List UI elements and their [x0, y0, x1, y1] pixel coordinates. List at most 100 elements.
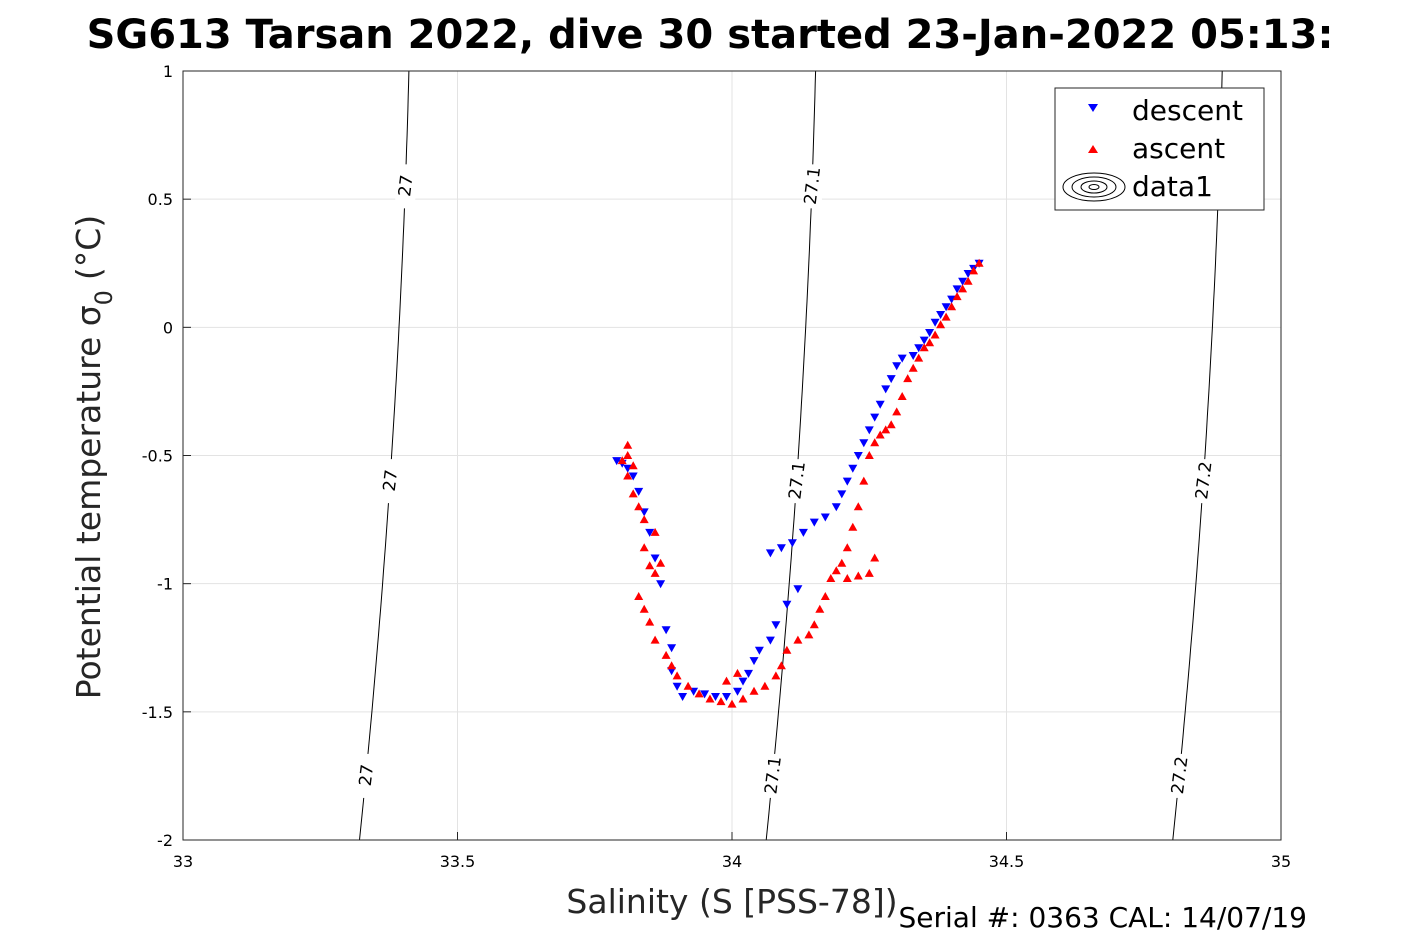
x-tick-label: 34.5	[989, 852, 1025, 871]
descent-point	[925, 329, 935, 337]
legend-box	[1054, 87, 1265, 211]
ascent-point	[930, 330, 940, 339]
ascent-point	[623, 451, 633, 459]
descent-point	[886, 375, 896, 384]
ascent-point	[958, 284, 968, 293]
ascent-point	[870, 438, 880, 447]
x-axis-label: Salinity (S [PSS-78])	[566, 882, 897, 921]
ascent-point	[870, 553, 880, 562]
ascent-point	[897, 392, 907, 400]
ascent-point	[936, 320, 946, 329]
ascent-point	[831, 566, 841, 575]
descent-point	[656, 580, 666, 589]
ascent-point	[853, 571, 863, 580]
descent-point	[672, 682, 682, 691]
ascent-point	[963, 276, 973, 285]
descent-point	[853, 452, 863, 460]
descent-point	[700, 690, 710, 699]
contour-label-bg	[786, 459, 807, 504]
ascent-point	[623, 440, 633, 449]
ascent-point	[634, 502, 644, 511]
y-tick-label: -0.5	[142, 447, 173, 466]
contour-label: 27.2	[1168, 755, 1192, 795]
ascent-point	[848, 522, 858, 531]
x-tick-label: 34	[722, 852, 742, 871]
descent-point	[870, 413, 880, 422]
ascent-point	[749, 686, 759, 695]
descent-point	[842, 477, 852, 486]
ascent-point	[672, 671, 682, 680]
x-tick-label: 33	[173, 852, 193, 871]
ascent-point	[623, 471, 633, 480]
ascent-point	[859, 476, 869, 485]
ascent-point	[694, 689, 704, 698]
contour-label-bg	[1169, 753, 1190, 798]
descent-point	[744, 669, 753, 678]
descent-point	[787, 539, 797, 548]
ascent-point	[837, 558, 847, 567]
descent-point	[914, 344, 924, 353]
y-tick-label: 0	[163, 318, 173, 337]
descent-point	[765, 636, 775, 645]
contour-label-bg	[395, 164, 416, 209]
ascent-legend-marker	[1088, 145, 1098, 153]
ascent-point	[722, 676, 731, 685]
legend-ascent-label: ascent	[1132, 132, 1225, 165]
descent-point	[793, 585, 803, 594]
ascent-point	[826, 574, 836, 582]
descent-point	[930, 318, 940, 327]
descent-point	[667, 667, 677, 676]
contour-label: 27	[380, 469, 402, 493]
ascent-point	[771, 671, 781, 680]
descent-point	[678, 693, 688, 701]
descent-point	[667, 644, 677, 653]
descent-point	[941, 303, 951, 312]
ascent-point	[908, 363, 918, 372]
ascent-point	[716, 697, 726, 706]
descent-point	[919, 336, 929, 345]
ascent-point	[634, 592, 644, 600]
ascent-point	[864, 568, 874, 577]
ascent-point	[815, 604, 825, 613]
ascent-point	[886, 420, 896, 429]
descent-point	[650, 554, 660, 563]
descent-point	[738, 677, 748, 686]
ascent-point	[656, 558, 666, 567]
ascent-point	[639, 515, 649, 524]
contour-label-bg	[762, 753, 783, 798]
descent-point	[875, 400, 885, 409]
contour-label: 27.1	[785, 460, 809, 500]
x-axis-ticks: 33 33.5 34 34.5 35	[173, 832, 1291, 871]
descent-point	[958, 277, 968, 286]
contour-label: 27	[395, 174, 417, 198]
descent-point	[733, 687, 742, 696]
descent-point	[864, 426, 874, 435]
descent-point	[612, 457, 622, 466]
x-tick-label: 35	[1271, 852, 1291, 871]
ascent-point	[952, 292, 962, 301]
ascent-point	[947, 302, 957, 311]
descent-point	[848, 464, 858, 473]
ascent-point	[875, 430, 885, 439]
y-tick-label: 1	[163, 62, 173, 81]
ascent-point	[793, 635, 803, 644]
descent-point	[634, 487, 644, 496]
ascent-series	[617, 258, 984, 708]
descent-point	[963, 270, 973, 278]
descent-point	[765, 549, 775, 558]
ascent-point	[661, 650, 671, 659]
ascent-point	[639, 543, 649, 552]
descent-point	[661, 626, 671, 635]
contour-label-bg	[801, 164, 822, 209]
descent-point	[897, 354, 907, 363]
ascent-point	[892, 407, 902, 416]
descent-point	[689, 687, 699, 696]
descent-point	[947, 295, 957, 304]
descent-legend-marker	[1088, 104, 1098, 112]
ascent-point	[705, 694, 715, 703]
descent-point	[820, 513, 830, 522]
y-tick-label: -1	[157, 575, 173, 594]
chart-title: SG613 Tarsan 2022, dive 30 started 23-Ja…	[87, 12, 1334, 58]
ascent-point	[617, 456, 627, 465]
ascent-point	[881, 425, 891, 434]
